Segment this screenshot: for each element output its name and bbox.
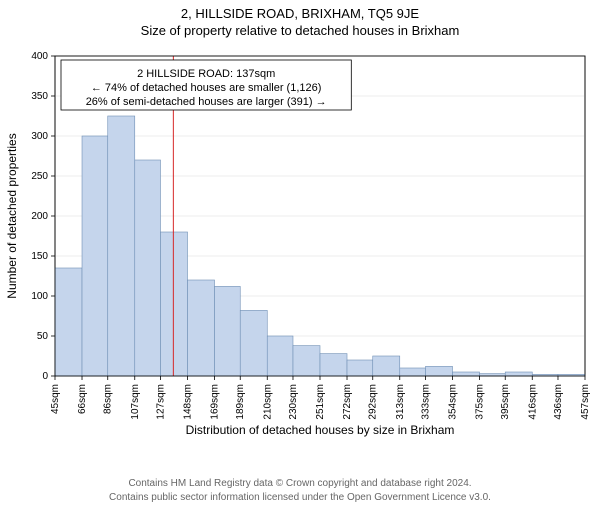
- y-axis-label: Number of detached properties: [5, 133, 19, 298]
- x-tick-label: 86sqm: [103, 384, 114, 414]
- y-tick-label: 150: [31, 251, 48, 262]
- x-tick-label: 210sqm: [262, 384, 273, 420]
- x-tick-label: 189sqm: [235, 384, 246, 420]
- y-tick-label: 250: [31, 171, 48, 182]
- x-tick-label: 169sqm: [210, 384, 221, 420]
- chart-svg: 0 50 100 150 200 250 300 350 400 45sqm 66sqm 86sqm 1…: [0, 46, 600, 466]
- histogram-bar: [188, 280, 215, 376]
- footer-line-2: Contains public sector information licen…: [0, 491, 600, 505]
- x-tick-label: 395sqm: [500, 384, 511, 420]
- histogram-chart: 0 50 100 150 200 250 300 350 400 45sqm 66sqm 86sqm 1…: [0, 46, 600, 466]
- x-tick-label: 66sqm: [77, 384, 88, 414]
- histogram-bar: [425, 366, 452, 376]
- page-subtitle: Size of property relative to detached ho…: [0, 23, 600, 38]
- histogram-bar: [453, 372, 480, 376]
- histogram-bar: [108, 116, 135, 376]
- y-tick-label: 200: [31, 211, 48, 222]
- x-tick-label: 457sqm: [580, 384, 591, 420]
- x-tick-label: 333sqm: [420, 384, 431, 420]
- histogram-bar: [82, 136, 108, 376]
- histogram-bar: [347, 360, 373, 376]
- histogram-bar: [400, 368, 426, 376]
- footer-line-1: Contains HM Land Registry data © Crown c…: [0, 477, 600, 491]
- x-tick-label: 107sqm: [130, 384, 141, 420]
- y-tick-label: 100: [31, 291, 48, 302]
- x-tick-label: 375sqm: [475, 384, 486, 420]
- y-tick-label: 300: [31, 131, 48, 142]
- histogram-bar: [373, 356, 400, 376]
- x-tick-label: 354sqm: [448, 384, 459, 420]
- histogram-bar: [293, 346, 320, 376]
- y-tick-label: 400: [31, 51, 48, 62]
- histogram-bar: [160, 232, 187, 376]
- page-title: 2, HILLSIDE ROAD, BRIXHAM, TQ5 9JE: [0, 6, 600, 21]
- histogram-bar: [320, 354, 347, 376]
- histogram-bar: [267, 336, 293, 376]
- histogram-bar: [135, 160, 161, 376]
- x-tick-label: 272sqm: [342, 384, 353, 420]
- annotation-line: 2 HILLSIDE ROAD: 137sqm: [137, 68, 275, 80]
- histogram-bar: [215, 286, 241, 376]
- histogram-bar: [55, 268, 82, 376]
- x-tick-label: 251sqm: [315, 384, 326, 420]
- x-tick-label: 416sqm: [527, 384, 538, 420]
- annotation-line: ← 74% of detached houses are smaller (1,…: [91, 82, 322, 94]
- x-tick-label: 436sqm: [553, 384, 564, 420]
- y-tick-label: 0: [42, 371, 48, 382]
- x-tick-label: 127sqm: [155, 384, 166, 420]
- x-axis-label: Distribution of detached houses by size …: [186, 423, 455, 437]
- x-tick-label: 313sqm: [395, 384, 406, 420]
- x-tick-label: 230sqm: [288, 384, 299, 420]
- histogram-bar: [505, 372, 532, 376]
- x-tick-label: 292sqm: [368, 384, 379, 420]
- x-tick-label: 148sqm: [183, 384, 194, 420]
- x-tick-label: 45sqm: [50, 384, 61, 414]
- histogram-bar: [240, 310, 267, 376]
- y-tick-label: 350: [31, 91, 48, 102]
- y-tick-label: 50: [37, 331, 49, 342]
- annotation-line: 26% of semi-detached houses are larger (…: [86, 96, 327, 108]
